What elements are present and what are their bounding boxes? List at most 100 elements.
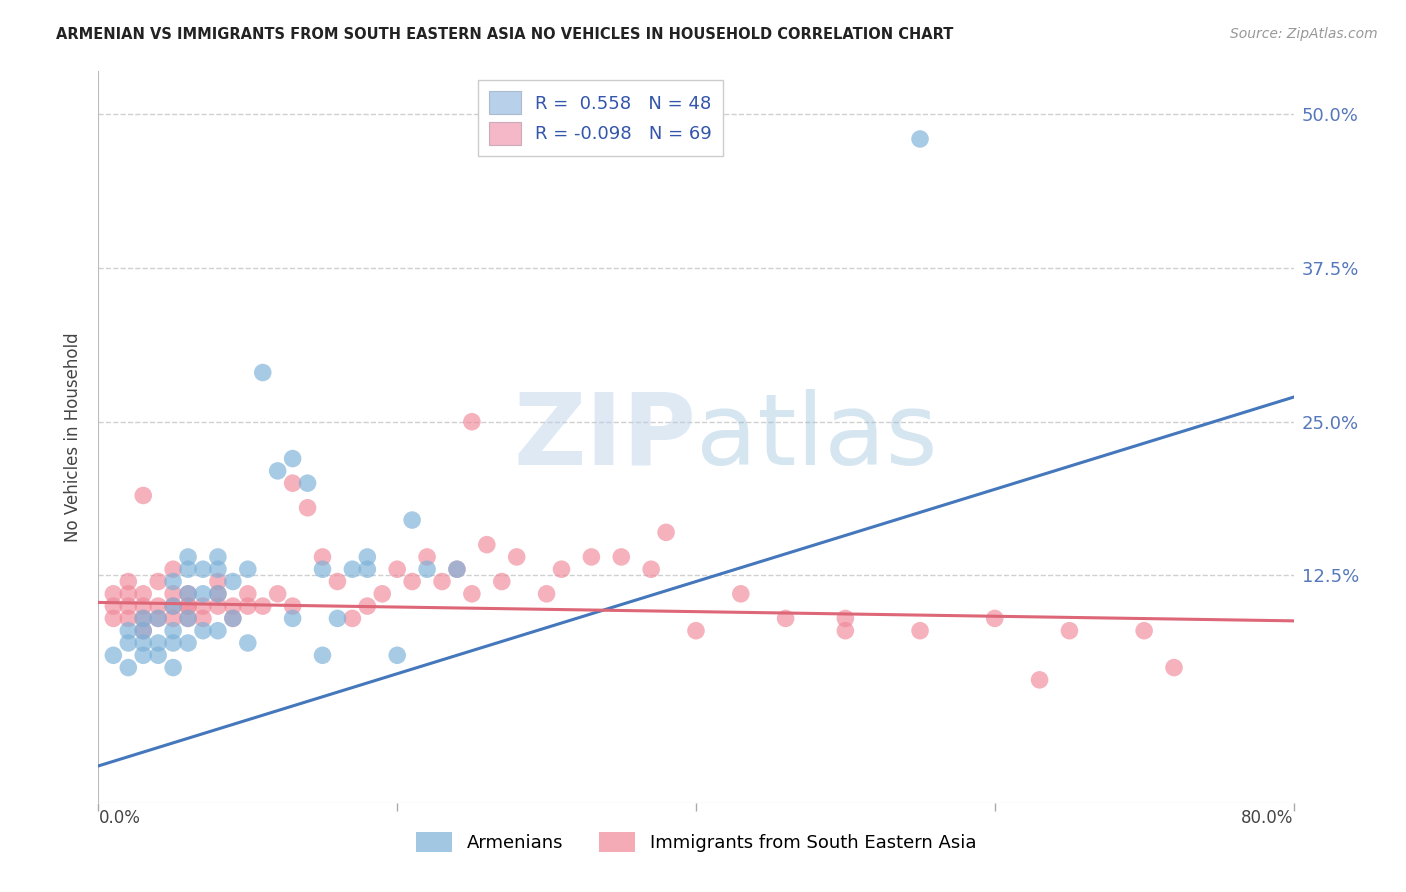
Point xyxy=(297,500,319,515)
Point xyxy=(177,611,200,625)
Point xyxy=(132,599,155,613)
Point xyxy=(416,562,439,576)
Point xyxy=(207,599,229,613)
Point xyxy=(103,611,125,625)
Point xyxy=(326,611,349,625)
Point xyxy=(834,611,856,625)
Point xyxy=(162,587,184,601)
Point xyxy=(385,648,409,663)
Point xyxy=(267,464,290,478)
Point xyxy=(117,660,139,674)
Point xyxy=(132,636,155,650)
Point xyxy=(162,574,184,589)
Point xyxy=(132,624,155,638)
Point xyxy=(132,611,155,625)
Point xyxy=(416,549,439,564)
Point xyxy=(311,648,333,663)
Point xyxy=(1028,673,1050,687)
Point xyxy=(371,587,394,601)
Point xyxy=(162,660,184,674)
Point xyxy=(610,549,633,564)
Point xyxy=(461,587,484,601)
Point xyxy=(207,624,229,638)
Point xyxy=(222,574,245,589)
Point xyxy=(430,574,453,589)
Point xyxy=(356,562,378,576)
Point xyxy=(117,624,139,638)
Point xyxy=(177,562,200,576)
Point xyxy=(236,599,259,613)
Point xyxy=(1163,660,1185,674)
Point xyxy=(252,599,274,613)
Point xyxy=(148,574,170,589)
Point xyxy=(775,611,797,625)
Point xyxy=(117,587,139,601)
Point xyxy=(148,611,170,625)
Point xyxy=(222,611,245,625)
Point xyxy=(297,476,319,491)
Point xyxy=(236,562,259,576)
Point xyxy=(162,599,184,613)
Point xyxy=(401,574,423,589)
Point xyxy=(685,624,707,638)
Point xyxy=(132,624,155,638)
Point xyxy=(162,624,184,638)
Point xyxy=(984,611,1007,625)
Point xyxy=(281,611,304,625)
Point xyxy=(281,451,304,466)
Point xyxy=(177,599,200,613)
Point xyxy=(908,132,931,146)
Point xyxy=(162,562,184,576)
Legend: Armenians, Immigrants from South Eastern Asia: Armenians, Immigrants from South Eastern… xyxy=(409,824,983,860)
Point xyxy=(177,611,200,625)
Point xyxy=(117,636,139,650)
Text: 0.0%: 0.0% xyxy=(98,809,141,827)
Point xyxy=(191,562,214,576)
Point xyxy=(148,599,170,613)
Point xyxy=(356,599,378,613)
Point xyxy=(132,611,155,625)
Point xyxy=(236,587,259,601)
Point xyxy=(148,636,170,650)
Point xyxy=(655,525,678,540)
Point xyxy=(506,549,529,564)
Text: Source: ZipAtlas.com: Source: ZipAtlas.com xyxy=(1230,27,1378,41)
Point xyxy=(103,587,125,601)
Point xyxy=(177,587,200,601)
Point xyxy=(640,562,662,576)
Point xyxy=(281,599,304,613)
Y-axis label: No Vehicles in Household: No Vehicles in Household xyxy=(65,332,83,542)
Point xyxy=(385,562,409,576)
Point xyxy=(326,574,349,589)
Point xyxy=(117,599,139,613)
Point xyxy=(148,611,170,625)
Point xyxy=(446,562,468,576)
Point xyxy=(132,587,155,601)
Point xyxy=(222,611,245,625)
Point xyxy=(252,366,274,380)
Point xyxy=(446,562,468,576)
Text: ZIP: ZIP xyxy=(513,389,696,485)
Point xyxy=(191,587,214,601)
Point xyxy=(222,599,245,613)
Point xyxy=(191,599,214,613)
Point xyxy=(207,587,229,601)
Point xyxy=(132,488,155,502)
Point xyxy=(311,562,333,576)
Point xyxy=(148,648,170,663)
Text: atlas: atlas xyxy=(696,389,938,485)
Point xyxy=(162,636,184,650)
Point xyxy=(550,562,572,576)
Point xyxy=(132,648,155,663)
Point xyxy=(356,549,378,564)
Point xyxy=(311,549,333,564)
Point xyxy=(475,538,498,552)
Point xyxy=(401,513,423,527)
Point xyxy=(267,587,290,601)
Point xyxy=(908,624,931,638)
Point xyxy=(207,574,229,589)
Point xyxy=(162,611,184,625)
Point xyxy=(207,562,229,576)
Point xyxy=(1133,624,1156,638)
Point xyxy=(103,599,125,613)
